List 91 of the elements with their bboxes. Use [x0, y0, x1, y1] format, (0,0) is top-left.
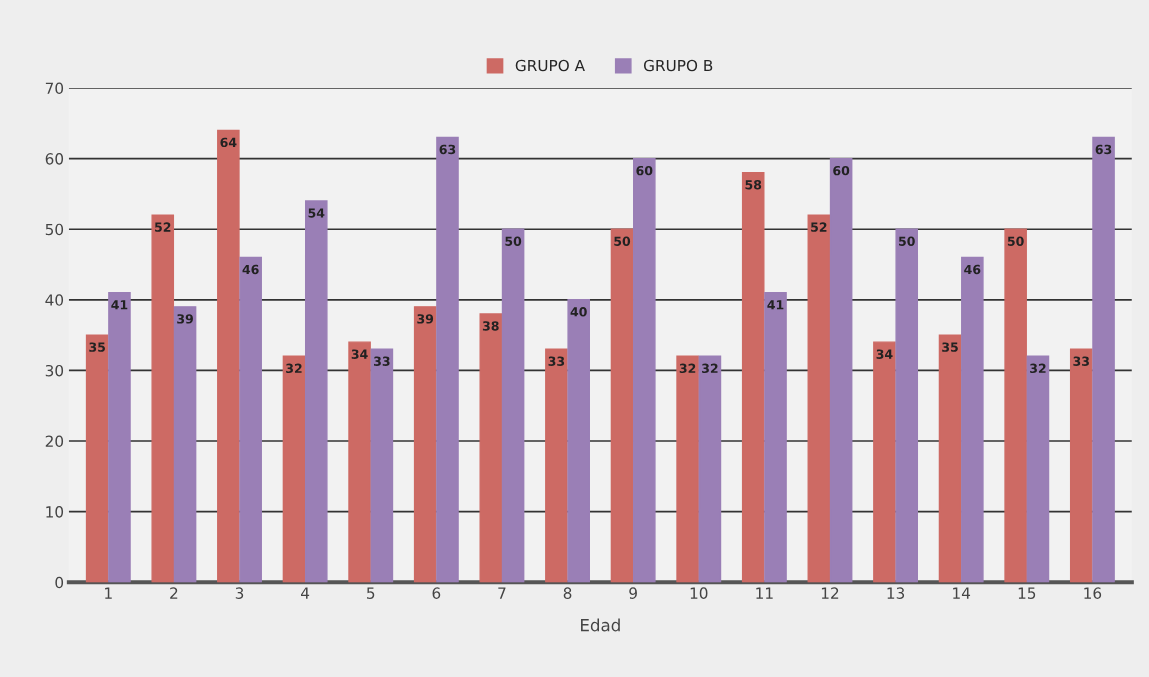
bar: [567, 299, 590, 583]
data-label: 32: [679, 363, 696, 374]
bar: [173, 306, 197, 583]
bar: [370, 348, 394, 583]
x-tick-label: 1: [105, 587, 112, 599]
x-tick-label: 8: [563, 587, 572, 599]
bar: [741, 172, 765, 583]
x-tick-label: 13: [887, 587, 905, 599]
data-label: 52: [811, 222, 827, 232]
x-tick-label: 11: [756, 587, 773, 599]
data-label: 54: [308, 208, 325, 218]
y-tick-label: 30: [45, 364, 64, 377]
y-tick-label: 0: [55, 576, 64, 589]
bar: [151, 214, 175, 583]
x-tick-label: 4: [301, 587, 310, 599]
bar: [1026, 355, 1050, 583]
data-label: 41: [111, 300, 128, 310]
bar: [304, 200, 328, 583]
bar: [807, 214, 831, 583]
bar: [829, 157, 853, 583]
x-tick-label: 6: [432, 587, 441, 599]
bar: [239, 256, 262, 583]
x-tick-label: 15: [1018, 587, 1036, 599]
data-label: 35: [89, 342, 105, 352]
bar: [108, 292, 131, 583]
data-label: 33: [1073, 356, 1089, 366]
data-label: 33: [374, 356, 390, 366]
bar: [610, 228, 634, 583]
bar: [282, 355, 306, 583]
bar: [895, 228, 919, 583]
x-tick-label: 12: [821, 587, 839, 599]
x-tick-label: 14: [953, 587, 971, 599]
data-label: 50: [899, 236, 915, 246]
legend-label: GRUPO A: [515, 59, 585, 72]
data-label: 34: [876, 349, 893, 359]
x-tick-label: 7: [498, 587, 506, 599]
data-label: 63: [1095, 144, 1112, 155]
bar: [961, 256, 984, 583]
y-tick-label: 40: [45, 294, 64, 306]
y-tick-label: 10: [46, 506, 64, 518]
bar: [348, 341, 371, 583]
data-label: 46: [964, 264, 981, 275]
data-label: 39: [177, 314, 193, 324]
y-tick-label: 60: [45, 153, 64, 165]
x-axis-title: Edad: [581, 618, 620, 632]
data-label: 34: [351, 349, 368, 359]
bar: [479, 313, 503, 583]
bar: [676, 355, 699, 583]
data-label: 64: [220, 137, 237, 148]
bar: [938, 334, 962, 583]
x-tick-label: 2: [170, 587, 178, 599]
x-tick-label: 16: [1084, 587, 1102, 599]
x-tick-label: 10: [690, 587, 708, 599]
bar: [698, 355, 722, 583]
data-label: 50: [505, 236, 522, 246]
data-label: 40: [570, 307, 587, 317]
data-label: 50: [614, 236, 631, 246]
bar: [545, 348, 568, 583]
y-tick-label: 50: [45, 223, 64, 236]
x-tick-label: 5: [367, 587, 375, 599]
legend-label: GRUPO B: [643, 59, 713, 72]
data-label: 33: [548, 356, 565, 366]
data-label: 60: [833, 165, 850, 176]
data-label: 41: [767, 300, 784, 310]
x-tick-label: 9: [629, 587, 637, 599]
x-tick-label: 3: [235, 587, 244, 599]
bar: [1004, 228, 1027, 583]
bar: [217, 129, 240, 583]
bar: [764, 292, 787, 583]
bar: [633, 157, 656, 583]
bar: [413, 306, 437, 583]
y-tick-label: 20: [45, 435, 64, 448]
bar: [436, 136, 459, 583]
data-label: 50: [1007, 236, 1024, 246]
bar: [873, 341, 896, 583]
data-label: 46: [242, 264, 259, 275]
data-label: 52: [155, 222, 171, 232]
data-label: 35: [942, 342, 958, 352]
data-label: 32: [286, 363, 302, 374]
y-tick-label: 70: [45, 82, 64, 95]
data-label: 63: [439, 144, 456, 155]
data-label: 60: [636, 165, 653, 176]
data-label: 32: [702, 363, 718, 374]
bar: [1069, 348, 1093, 583]
data-label: 38: [482, 321, 499, 331]
bar: [85, 334, 109, 583]
data-label: 39: [417, 314, 434, 324]
bar: [501, 228, 525, 583]
data-label: 32: [1030, 363, 1046, 374]
bar: [1092, 136, 1115, 583]
data-label: 58: [745, 180, 762, 190]
